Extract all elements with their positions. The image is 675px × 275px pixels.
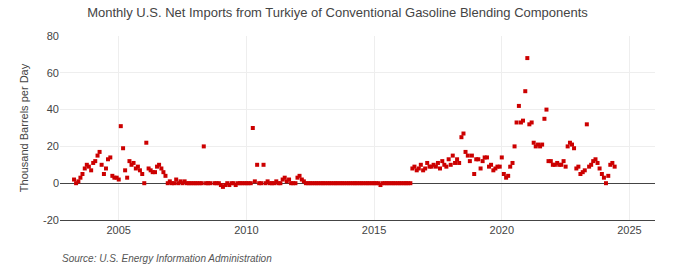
svg-text:2015: 2015	[362, 224, 386, 236]
svg-text:-20: -20	[43, 214, 59, 226]
svg-text:Source: U.S. Energy Informatio: Source: U.S. Energy Information Administ…	[62, 253, 272, 264]
svg-text:20: 20	[47, 140, 59, 152]
svg-text:0: 0	[53, 177, 59, 189]
svg-text:2010: 2010	[234, 224, 258, 236]
svg-text:60: 60	[47, 67, 59, 79]
svg-text:2025: 2025	[617, 224, 641, 236]
svg-text:80: 80	[47, 30, 59, 42]
svg-text:40: 40	[47, 103, 59, 115]
svg-text:2005: 2005	[106, 224, 130, 236]
svg-text:Monthly U.S. Net Imports from: Monthly U.S. Net Imports from Turkiye of…	[87, 5, 588, 20]
svg-text:Thousand Barrels per Day: Thousand Barrels per Day	[18, 63, 30, 192]
svg-text:2020: 2020	[490, 224, 514, 236]
